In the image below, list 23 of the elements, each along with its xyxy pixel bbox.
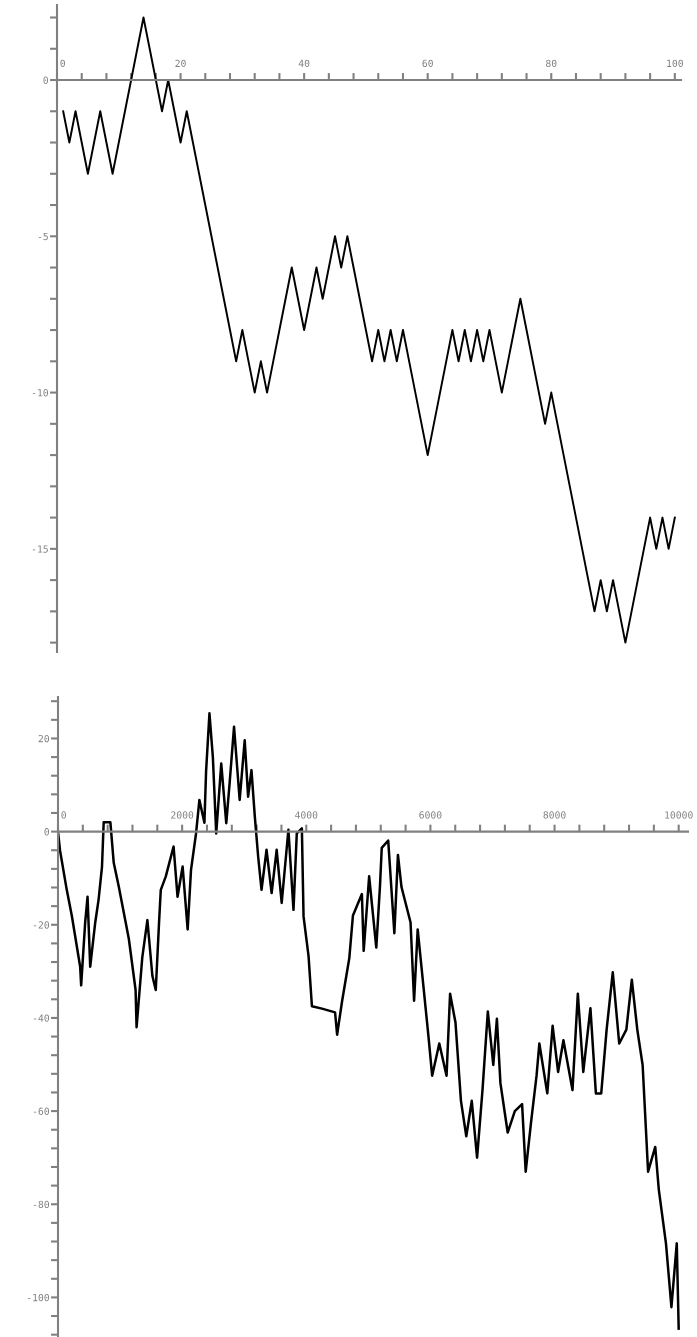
y-tick-label: -20 — [33, 921, 50, 929]
y-tick-label: 0 — [43, 76, 49, 84]
x-tick-label: 2000 — [171, 811, 194, 819]
y-tick-label: -60 — [33, 1107, 50, 1115]
x-tick-label: 20 — [175, 59, 186, 68]
y-tick-label: -5 — [38, 232, 48, 241]
y-tick-label: -15 — [32, 545, 48, 553]
x-tick-label: 60 — [422, 59, 433, 68]
x-tick-label: 0 — [61, 811, 66, 819]
x-tick-label: 4000 — [295, 811, 318, 819]
x-tick-label: 0 — [60, 59, 65, 68]
x-tick-label: 8000 — [543, 811, 566, 819]
y-tick-label: -40 — [33, 1014, 50, 1022]
y-tick-label: -100 — [27, 1293, 50, 1302]
y-tick-label: 0 — [44, 828, 50, 836]
x-tick-label: 40 — [298, 59, 310, 68]
y-tick-label: -80 — [33, 1200, 50, 1209]
x-tick-label: 100 — [667, 59, 683, 68]
x-tick-label: 6000 — [419, 811, 442, 819]
y-tick-label: -10 — [32, 389, 49, 397]
x-tick-label: 80 — [546, 59, 557, 68]
y-tick-label: 20 — [38, 734, 50, 743]
x-tick-label: 10000 — [665, 811, 693, 819]
